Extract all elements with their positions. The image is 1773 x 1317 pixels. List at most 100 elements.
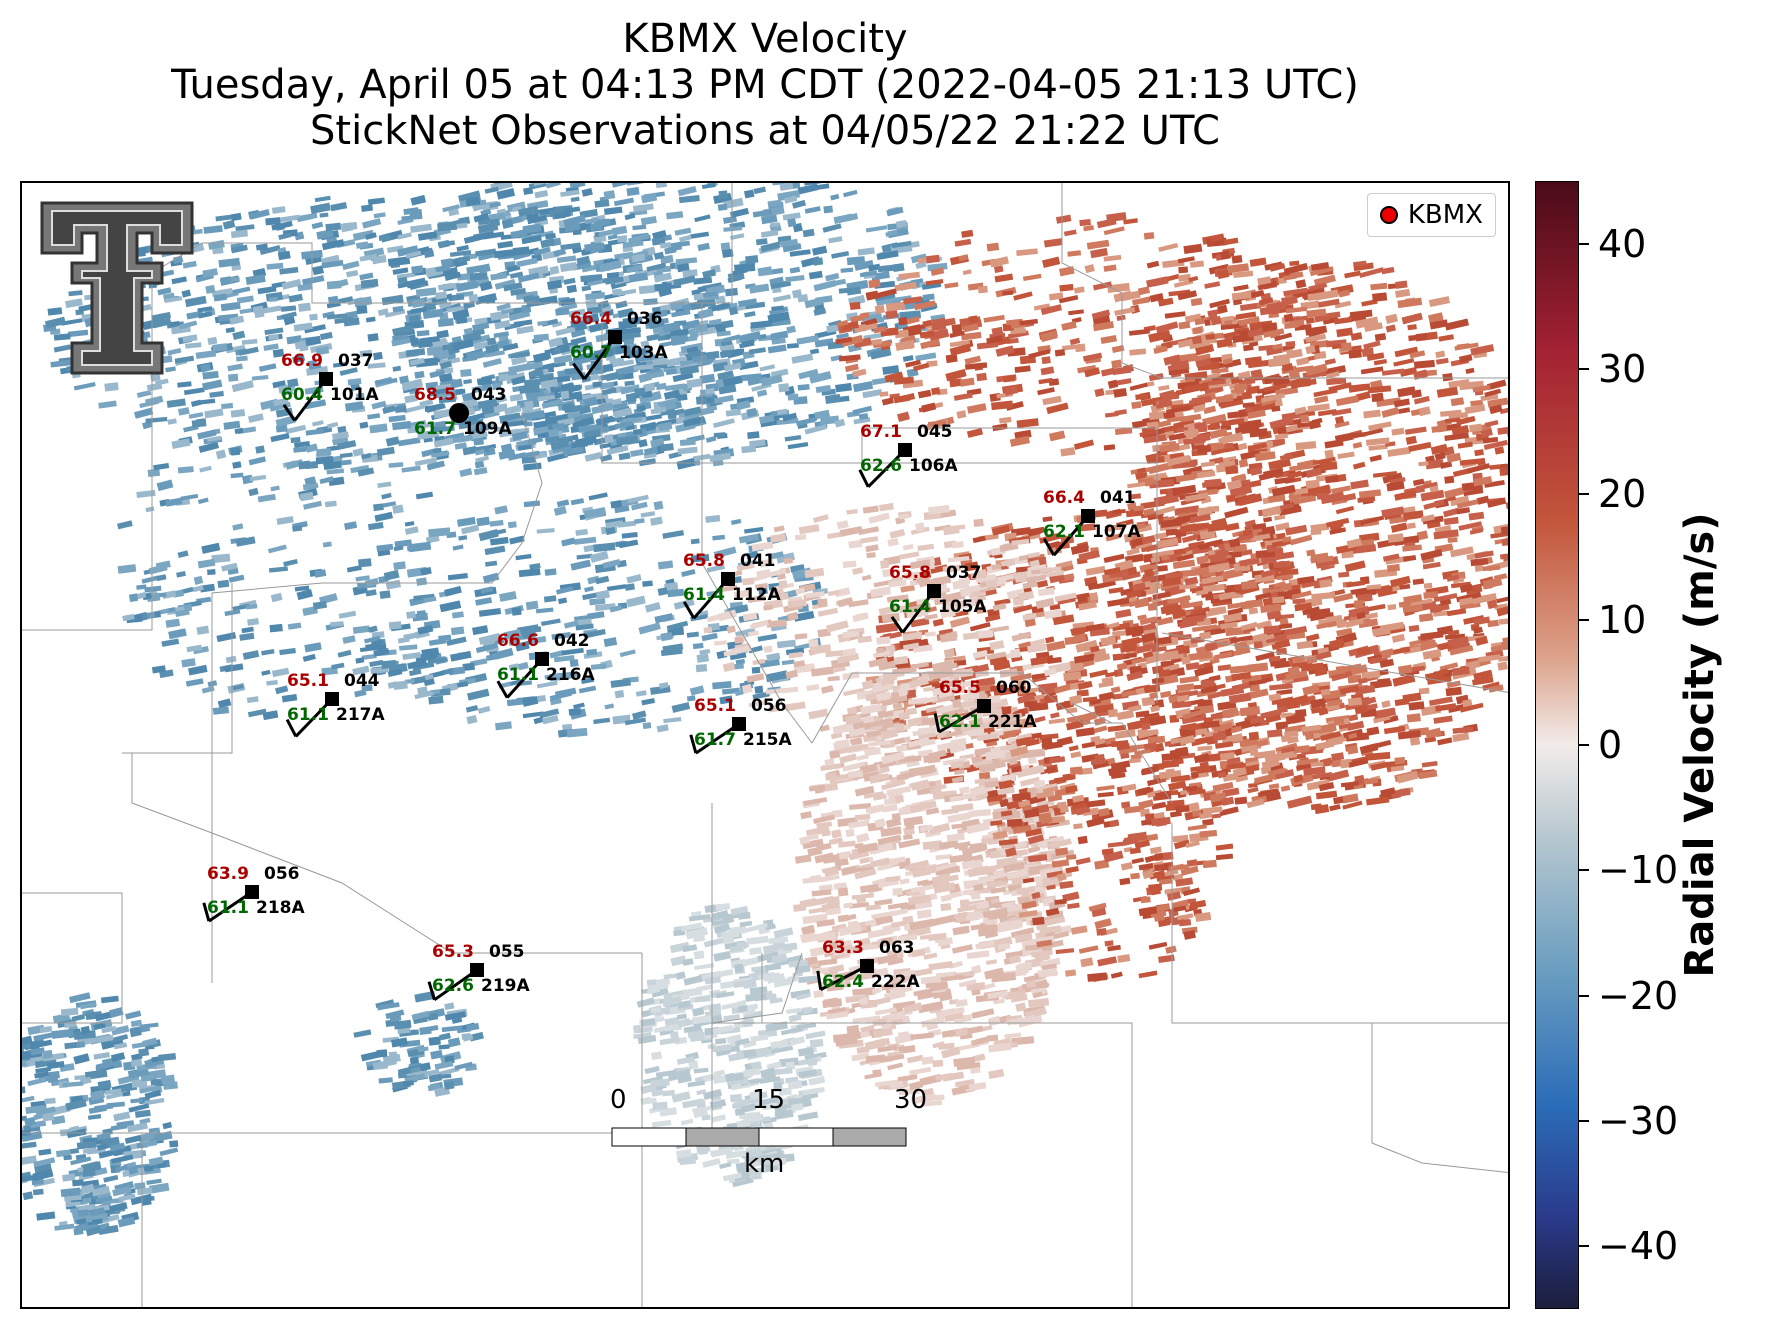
echo-gate bbox=[794, 534, 807, 541]
echo-gate bbox=[408, 314, 421, 323]
echo-gate bbox=[866, 552, 876, 559]
echo-gate bbox=[563, 214, 586, 227]
echo-gate bbox=[1158, 385, 1170, 391]
echo-gate bbox=[297, 283, 313, 292]
echo-gate bbox=[1407, 522, 1416, 530]
echo-gate bbox=[757, 633, 778, 642]
echo-gate bbox=[817, 598, 828, 608]
echo-gate bbox=[1176, 683, 1195, 692]
echo-gate bbox=[405, 348, 426, 357]
echo-gate bbox=[1408, 624, 1420, 633]
echo-gate bbox=[865, 544, 879, 553]
echo-gate bbox=[1141, 535, 1156, 545]
echo-gate bbox=[1189, 260, 1205, 268]
echo-gate bbox=[776, 418, 799, 426]
echo-gate bbox=[559, 261, 578, 273]
echo-gate bbox=[255, 445, 265, 454]
echo-gate bbox=[439, 600, 462, 613]
echo-gate bbox=[437, 239, 450, 249]
echo-gate bbox=[921, 402, 937, 413]
echo-gate bbox=[230, 447, 241, 456]
echo-gate bbox=[485, 343, 500, 354]
echo-gate bbox=[455, 315, 468, 325]
echo-gate bbox=[434, 425, 455, 433]
echo-gate bbox=[461, 524, 480, 535]
echo-gate bbox=[287, 378, 299, 388]
echo-gate bbox=[1468, 511, 1485, 521]
echo-gate bbox=[787, 218, 797, 228]
echo-gate bbox=[798, 524, 820, 535]
echo-gate bbox=[417, 231, 438, 241]
echo-gate bbox=[1238, 459, 1249, 468]
title-line-2: Tuesday, April 05 at 04:13 PM CDT (2022-… bbox=[171, 62, 1359, 108]
echo-gate bbox=[1107, 379, 1119, 389]
echo-gate bbox=[357, 467, 375, 477]
echo-gate bbox=[1366, 796, 1390, 806]
echo-gate bbox=[603, 190, 616, 200]
echo-gate bbox=[795, 587, 805, 595]
echo-gate bbox=[840, 267, 854, 273]
echo-gate bbox=[1231, 254, 1243, 264]
echo-gate bbox=[200, 363, 212, 373]
echo-gate bbox=[509, 393, 524, 402]
echo-gate bbox=[482, 572, 500, 584]
echo-gate bbox=[215, 214, 236, 222]
echo-gate bbox=[367, 521, 384, 531]
echo-gate bbox=[425, 381, 439, 391]
echo-gate bbox=[751, 666, 761, 674]
echo-gate bbox=[497, 240, 514, 249]
echo-gate bbox=[1054, 349, 1066, 357]
echo-gate bbox=[849, 301, 861, 310]
echo-gate bbox=[1068, 309, 1084, 316]
echo-gate bbox=[145, 416, 168, 424]
echo-gate bbox=[859, 857, 870, 864]
echo-gate bbox=[825, 620, 849, 633]
echo-gate bbox=[207, 435, 222, 443]
echo-gate bbox=[588, 492, 608, 501]
echo-gate bbox=[852, 405, 873, 415]
echo-gate bbox=[1155, 505, 1176, 516]
echo-gate bbox=[532, 183, 554, 187]
echo-gate bbox=[467, 423, 490, 436]
echo-gate bbox=[373, 351, 383, 361]
echo-gate bbox=[570, 559, 592, 571]
echo-gate bbox=[705, 514, 721, 523]
echo-gate bbox=[728, 306, 739, 316]
echo-gate bbox=[561, 537, 576, 547]
echo-gate bbox=[220, 301, 241, 312]
echo-gate bbox=[293, 322, 313, 332]
echo-gate bbox=[1413, 359, 1435, 369]
echo-gate bbox=[1129, 348, 1147, 356]
echo-gate bbox=[763, 645, 773, 654]
echo-gate bbox=[865, 225, 888, 233]
echo-gate bbox=[405, 250, 422, 259]
echo-gate bbox=[68, 290, 83, 297]
echo-gate bbox=[620, 384, 641, 395]
echo-gate bbox=[1401, 312, 1423, 325]
echo-gate bbox=[989, 256, 1009, 268]
echo-gate bbox=[1331, 752, 1345, 761]
echo-gate bbox=[136, 389, 152, 398]
echo-gate bbox=[1048, 430, 1066, 442]
echo-gate bbox=[600, 454, 613, 462]
echo-gate bbox=[917, 543, 935, 552]
echo-gate bbox=[1444, 318, 1469, 331]
echo-gate bbox=[702, 269, 717, 279]
echo-gate bbox=[510, 287, 527, 296]
echo-gate bbox=[1342, 793, 1359, 804]
echo-gate bbox=[541, 618, 561, 627]
echo-gate bbox=[607, 234, 618, 241]
echo-gate bbox=[587, 611, 605, 620]
echo-gate bbox=[748, 347, 766, 355]
echo-gate bbox=[544, 232, 556, 240]
echo-gate bbox=[177, 381, 192, 388]
echo-gate bbox=[169, 321, 180, 327]
echo-gate bbox=[367, 333, 379, 342]
echo-gate bbox=[475, 455, 490, 463]
echo-gate bbox=[301, 275, 325, 286]
echo-gate bbox=[784, 434, 802, 442]
echo-gate bbox=[386, 245, 404, 254]
echo-gate bbox=[973, 1053, 986, 1063]
radar-map[interactable]: 66.9 037 60.4 101A 68.5 043 61.7 109A 66.4 036 60.… bbox=[20, 181, 1510, 1309]
